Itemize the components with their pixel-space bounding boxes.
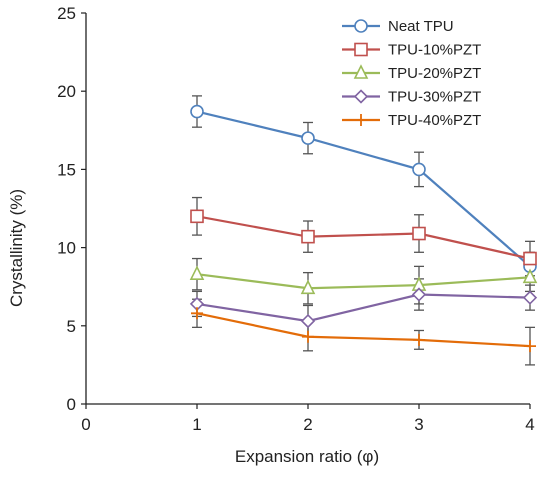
series-line: [196, 273, 531, 290]
legend-label: Neat TPU: [388, 18, 454, 35]
y-axis-title: Crystallinity (%): [7, 189, 26, 307]
data-point: [301, 229, 315, 244]
legend: Neat TPU TPU-10%PZT TPU-20%PZT TPU-30%PZT TP…: [342, 18, 481, 129]
data-point: [300, 313, 316, 329]
series-line: [196, 312, 531, 348]
data-point: [189, 265, 205, 280]
y-tick-label: 20: [57, 82, 76, 101]
legend-marker: [353, 64, 369, 79]
data-point: [412, 162, 426, 177]
legend-label: TPU-20%PZT: [388, 65, 481, 82]
axes: 0 5 10 15 20 25 0 1 2 3 4: [57, 4, 535, 434]
legend-entry: TPU-20%PZT: [342, 64, 481, 82]
legend-entry: Neat TPU: [342, 18, 454, 35]
legend-entry: TPU-10%PZT: [342, 42, 481, 59]
data-point: [190, 209, 204, 224]
data-point: [301, 131, 315, 145]
series-markers: [189, 104, 538, 353]
x-tick-label: 3: [414, 415, 423, 434]
y-tick-label: 10: [57, 239, 76, 258]
legend-label: TPU-10%PZT: [388, 42, 481, 59]
legend-entry: TPU-40%PZT: [342, 112, 481, 129]
data-point: [302, 330, 314, 343]
data-point: [411, 287, 427, 302]
x-axis-title: Expansion ratio (φ): [235, 447, 379, 466]
y-tick-label: 5: [67, 317, 76, 336]
data-point: [191, 307, 203, 320]
series-line: [196, 110, 531, 268]
legend-marker: [355, 114, 367, 126]
y-tick-label: 25: [57, 4, 76, 23]
series-lines: [196, 110, 531, 348]
legend-label: TPU-30%PZT: [388, 89, 481, 106]
y-tick-label: 15: [57, 160, 76, 179]
legend-entry: TPU-30%PZT: [342, 89, 481, 106]
y-tick-label: 0: [67, 395, 76, 414]
legend-marker: [353, 89, 369, 104]
data-point: [522, 290, 538, 305]
x-tick-label: 2: [303, 415, 312, 434]
data-point: [524, 340, 536, 353]
data-point: [300, 279, 316, 295]
x-tick-label: 0: [81, 415, 90, 434]
series-line: [196, 293, 531, 323]
data-point: [413, 333, 425, 346]
legend-marker: [354, 42, 368, 57]
error-bars: [192, 95, 535, 366]
legend-label: TPU-40%PZT: [388, 112, 481, 129]
x-tick-label: 1: [192, 415, 201, 434]
data-point: [412, 226, 426, 241]
data-point: [190, 104, 204, 119]
x-tick-label: 4: [525, 415, 534, 434]
legend-marker: [354, 19, 368, 33]
series-line: [196, 215, 531, 260]
data-point: [523, 251, 537, 266]
data-point: [522, 268, 538, 284]
